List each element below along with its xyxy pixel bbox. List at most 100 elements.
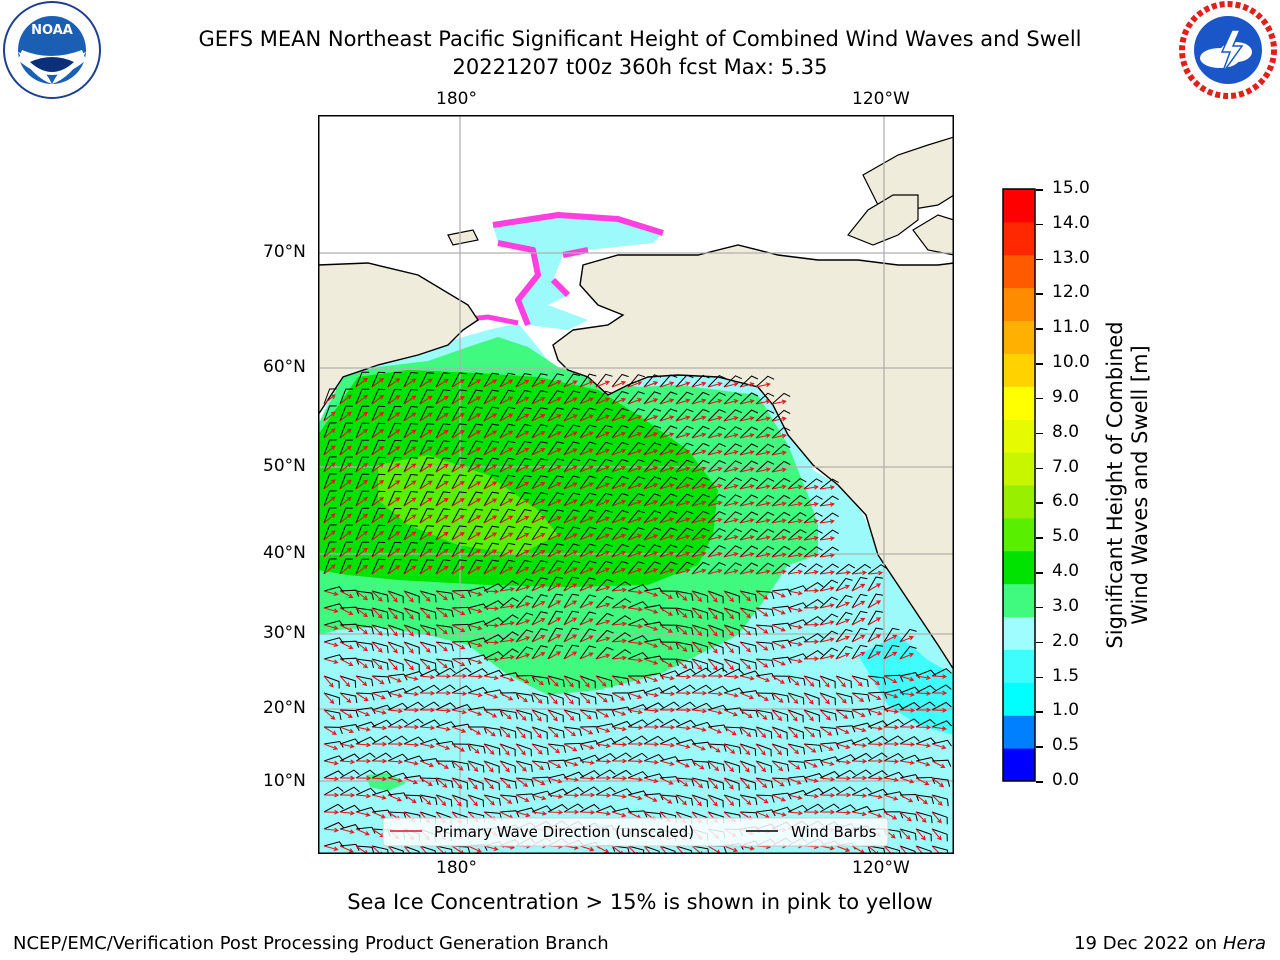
wind-barb (851, 692, 871, 702)
wind-barb (483, 474, 500, 490)
wind-barb (499, 631, 519, 643)
wave-direction-arrow (883, 811, 898, 820)
wave-direction-arrow (611, 604, 628, 610)
wave-direction-arrow (691, 690, 708, 696)
wave-direction-arrow (819, 603, 835, 609)
wind-barb (691, 777, 710, 789)
wind-barb (835, 804, 856, 813)
wind-barb (867, 564, 888, 575)
wind-barb (739, 624, 757, 636)
wave-direction-arrow (499, 726, 511, 738)
wave-direction-arrow (595, 448, 610, 456)
wave-direction-arrow (707, 760, 720, 772)
wave-direction-arrow (355, 462, 369, 473)
wind-barb (387, 541, 402, 558)
wave-direction-arrow (323, 411, 336, 422)
map-legend: Primary Wave Direction (unscaled) Wind B… (382, 817, 889, 847)
wave-direction-arrow (339, 726, 355, 734)
wind-barb (371, 405, 386, 422)
wind-barb (451, 423, 467, 439)
wind-barb (643, 527, 662, 541)
wind-barb (403, 524, 418, 541)
wave-direction-arrow (707, 624, 718, 637)
wave-direction-arrow (771, 518, 787, 524)
wind-barb (643, 374, 662, 388)
wave-direction-arrow (803, 675, 815, 688)
wave-direction-arrow (371, 658, 383, 670)
wind-barb (499, 406, 516, 422)
wave-direction-arrow (739, 675, 755, 681)
wind-barb (579, 390, 597, 405)
wave-direction-arrow (755, 743, 766, 756)
wind-barb (771, 792, 792, 800)
wave-direction-arrow (531, 448, 546, 456)
wind-barb (483, 389, 500, 405)
wave-direction-arrow (595, 380, 610, 388)
wind-barb (435, 658, 454, 669)
wind-barb (499, 508, 516, 524)
wave-direction-arrow (323, 760, 339, 766)
wave-direction-arrow (355, 675, 368, 687)
wind-barb (595, 595, 614, 609)
wind-barb (355, 826, 376, 834)
wave-direction-arrow (595, 397, 610, 405)
wave-direction-arrow (643, 500, 659, 507)
wave-direction-arrow (707, 381, 723, 388)
colorbar-tick (1036, 189, 1043, 191)
wind-barb (691, 590, 709, 603)
wave-direction-arrow (723, 381, 739, 388)
wind-barb (723, 658, 740, 672)
wave-direction-arrow (643, 483, 659, 490)
wind-barb (899, 701, 920, 711)
wave-direction-arrow (355, 445, 369, 456)
wind-barb (323, 803, 344, 813)
colorbar-tick-label: 1.0 (1052, 700, 1080, 721)
wave-direction-arrow (451, 777, 463, 790)
wave-direction-arrow (755, 416, 771, 422)
wind-barb (515, 760, 533, 772)
wind-barb (579, 543, 597, 558)
wind-barb (419, 658, 437, 671)
wave-direction-arrow (787, 675, 800, 686)
wave-direction-arrow (787, 726, 799, 739)
wind-barb (579, 769, 600, 779)
wind-barb (627, 771, 648, 779)
wind-barb (419, 668, 440, 677)
wave-direction-arrow (435, 446, 449, 456)
wave-direction-arrow (435, 708, 452, 714)
wind-barb (499, 525, 516, 541)
wave-direction-arrow (867, 692, 882, 700)
wind-barb (643, 718, 664, 728)
wave-direction-arrow (659, 641, 673, 650)
wave-direction-arrow (435, 412, 449, 422)
wind-barb (483, 491, 500, 507)
wave-direction-arrow (531, 482, 546, 490)
wave-direction-arrow (723, 517, 739, 524)
wave-direction-arrow (835, 810, 852, 815)
wind-barb (355, 769, 376, 779)
wave-direction-arrow (403, 724, 420, 730)
wave-direction-arrow (436, 690, 452, 696)
wind-barb (339, 490, 353, 507)
wave-direction-arrow (819, 760, 835, 767)
wave-direction-arrow (355, 726, 371, 732)
wind-barb (659, 476, 678, 490)
wind-barb (595, 805, 616, 813)
wind-barb (451, 474, 467, 490)
wave-direction-arrow (755, 484, 771, 490)
wave-direction-arrow (723, 568, 739, 575)
wind-barb (611, 769, 632, 779)
wind-barb (323, 422, 337, 439)
wave-direction-arrow (355, 530, 369, 541)
wind-barb (771, 392, 791, 405)
wind-barb (787, 528, 807, 541)
wave-direction-arrow (643, 658, 659, 665)
wave-direction-arrow (835, 618, 851, 626)
wave-direction-arrow (611, 675, 624, 686)
wind-barb (323, 786, 344, 796)
wind-barb (643, 391, 662, 405)
wave-direction-arrow (467, 794, 478, 807)
wave-direction-arrow (707, 794, 718, 807)
wind-barb (867, 735, 888, 745)
wave-direction-arrow (483, 845, 499, 852)
